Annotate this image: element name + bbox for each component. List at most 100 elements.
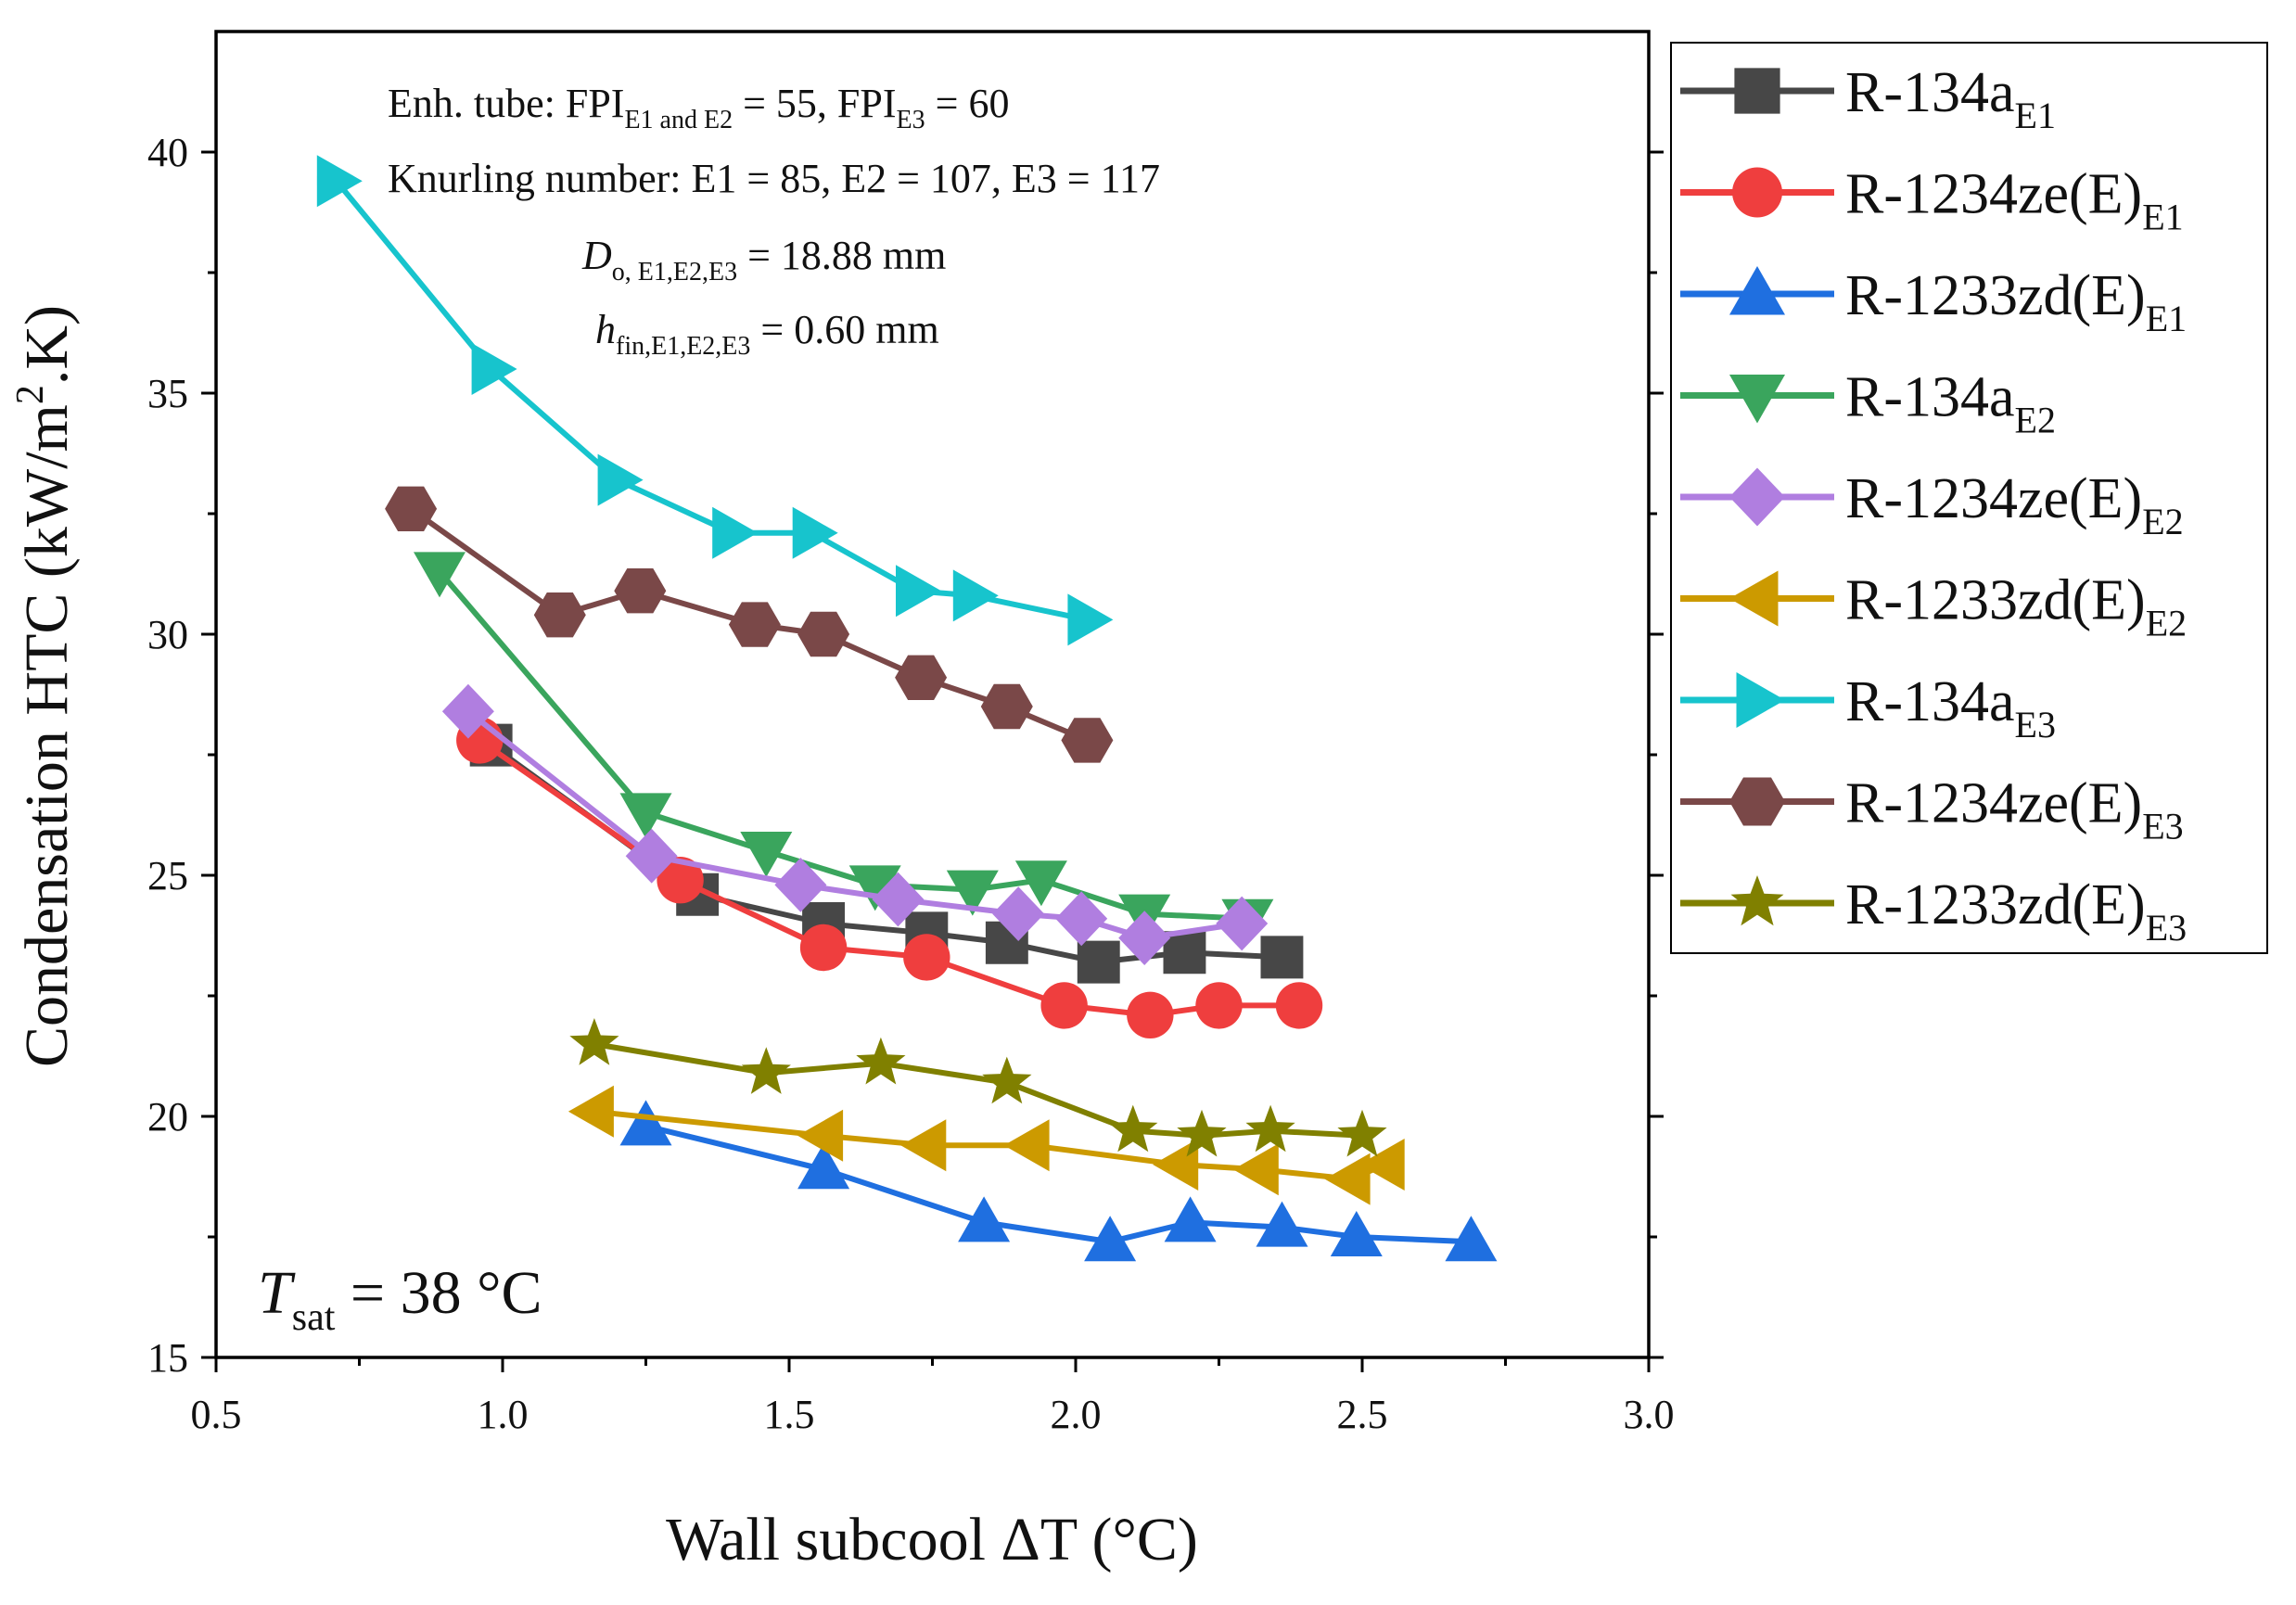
data-point (1260, 936, 1304, 979)
data-point (1014, 860, 1067, 907)
data-point (872, 872, 925, 927)
data-point (856, 1037, 906, 1085)
series-r-1233zd-e-e1 (619, 1100, 1498, 1262)
legend-label: R-1233zd(E)E1 (1845, 264, 2187, 339)
series-r-1234ze-e-e1 (456, 717, 1323, 1039)
data-point (1275, 982, 1323, 1029)
data-point (1061, 718, 1114, 763)
data-point (569, 1018, 619, 1065)
data-point (1330, 1211, 1383, 1256)
x-axis-title: Wall subcool ΔT (°C) (666, 1506, 1198, 1573)
annotation-fin-height: hfin,E1,E2,E3 = 0.60 mm (595, 307, 939, 361)
data-point (900, 1119, 947, 1172)
data-point (1153, 1139, 1199, 1191)
data-point (1163, 931, 1206, 974)
data-point (1164, 1196, 1217, 1242)
legend-entry: R-1234ze(E)E1 (1680, 163, 2184, 238)
legend-label: R-134aE3 (1845, 670, 2056, 745)
data-point (903, 934, 950, 981)
data-point (1245, 1104, 1295, 1153)
data-point (980, 683, 1033, 730)
legend-label: R-1234ze(E)E3 (1845, 772, 2184, 847)
data-point (1108, 1104, 1158, 1153)
data-point (1445, 1216, 1498, 1262)
data-point (597, 453, 644, 506)
data-point (895, 655, 948, 700)
data-point (1195, 982, 1243, 1029)
y-tick-label: 25 (147, 853, 188, 898)
data-point (1084, 1216, 1137, 1262)
axis-ticks: 0.5 1.0 1.5 2.0 2.5 3.0 15 20 25 30 35 40 (147, 130, 1675, 1437)
data-point (797, 611, 850, 657)
data-point (619, 793, 672, 839)
data-point (741, 1047, 791, 1094)
legend-label: R-1233zd(E)E3 (1845, 873, 2187, 949)
legend-label: R-1233zd(E)E2 (1845, 569, 2187, 644)
data-point (1055, 891, 1108, 947)
legend-label: R-134aE2 (1845, 366, 2056, 441)
legend-marker (1729, 266, 1785, 315)
data-point (614, 568, 667, 614)
legend-marker (1729, 467, 1785, 527)
data-point (1040, 982, 1088, 1029)
data-point (1232, 1143, 1279, 1196)
data-point (728, 602, 781, 647)
legend-marker (1729, 375, 1785, 424)
legend-marker (1730, 875, 1784, 926)
data-point (1324, 1153, 1371, 1205)
data-point (946, 870, 999, 916)
series-layer (316, 155, 1498, 1262)
data-point (792, 506, 838, 559)
x-tick-label: 1.0 (478, 1392, 529, 1437)
legend-entry: R-134aE3 (1680, 670, 2056, 745)
y-tick-label: 30 (147, 612, 188, 657)
series-r-134ae2 (414, 552, 1274, 945)
series-line (489, 743, 1282, 965)
data-point (657, 857, 704, 904)
data-point (1177, 1109, 1227, 1157)
series-r-1234ze-e-e2 (441, 683, 1269, 965)
data-point (625, 828, 678, 884)
x-tick-label: 2.0 (1051, 1392, 1102, 1437)
legend-entry: R-1233zd(E)E1 (1680, 264, 2187, 339)
y-tick-label: 20 (147, 1094, 188, 1140)
annotation-fpi: Enh. tube: FPIE1 and E2 = 55, FPIE3 = 60 (388, 81, 1009, 134)
data-point (848, 865, 901, 911)
legend-entry: R-1234ze(E)E3 (1680, 772, 2184, 847)
data-point (896, 565, 941, 618)
y-tick-label: 35 (147, 371, 188, 416)
y-axis-title: Condensation HTC (kW/m2.K) (9, 305, 81, 1067)
data-point (619, 1100, 672, 1146)
series-r-1233zd-e-e3 (569, 1018, 1387, 1157)
annotation-outer-diameter: Do, E1,E2,E3 = 18.88 mm (581, 233, 946, 287)
data-point (568, 1085, 614, 1138)
legend-entry: R-1233zd(E)E3 (1680, 873, 2187, 949)
x-tick-label: 2.5 (1337, 1392, 1388, 1437)
legend-marker (1736, 672, 1785, 728)
legend-label: R-134aE1 (1845, 61, 2056, 136)
data-point (1118, 911, 1171, 965)
legend-label: R-1234ze(E)E2 (1845, 467, 2184, 542)
y-tick-label: 40 (147, 130, 188, 175)
data-point (1256, 1201, 1308, 1247)
x-tick-label: 3.0 (1624, 1392, 1675, 1437)
data-point (1216, 896, 1269, 951)
data-point (1003, 1119, 1050, 1172)
legend-marker (1734, 68, 1780, 114)
y-tick-label: 15 (147, 1335, 188, 1381)
data-point (441, 683, 494, 739)
legend-entry: R-134aE2 (1680, 366, 2056, 441)
data-point (1077, 940, 1120, 984)
data-point (799, 924, 848, 972)
legend-marker (1729, 570, 1779, 627)
data-point (740, 832, 793, 877)
series-r-134ae1 (469, 723, 1304, 984)
data-point (992, 886, 1045, 941)
data-point (952, 569, 999, 622)
data-point (533, 592, 586, 638)
data-point (414, 552, 466, 598)
data-point (1127, 991, 1174, 1039)
data-point (1337, 1109, 1387, 1157)
data-point (471, 343, 517, 395)
